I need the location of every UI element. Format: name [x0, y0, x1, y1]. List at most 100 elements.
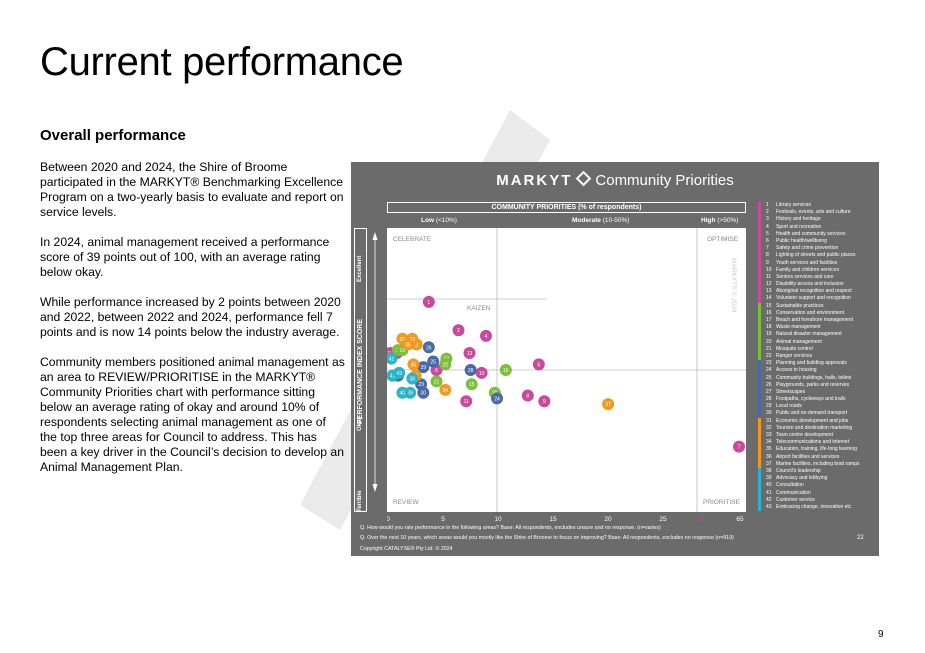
legend-swatch	[758, 453, 761, 461]
data-point-label: 25	[430, 359, 436, 365]
legend-number: 5	[766, 230, 769, 237]
legend-number: 6	[766, 237, 769, 244]
data-point: 30	[417, 386, 430, 399]
legend-label: Footpaths, cycleways and trails	[776, 396, 846, 403]
data-point-marker	[393, 366, 406, 379]
data-point-label: 32	[410, 337, 416, 343]
legend-number: 27	[766, 388, 772, 395]
data-point-label: 1	[427, 300, 430, 306]
data-point: 28	[464, 364, 477, 376]
legend-label: Youth services and facilities	[776, 259, 838, 266]
legend-label: Communication	[776, 489, 811, 496]
legend-item: 11 Seniors services and care	[758, 273, 876, 282]
legend-number: 4	[766, 223, 769, 230]
legend-swatch	[758, 417, 761, 425]
legend-swatch	[758, 403, 761, 411]
quadrant-celebrate: CELEBRATE	[393, 236, 432, 243]
data-point-label: 33	[400, 337, 406, 343]
data-point: 4	[480, 329, 492, 342]
data-point: 37	[602, 398, 615, 411]
data-point-marker	[439, 383, 452, 396]
data-point: 21	[430, 375, 443, 388]
legend-label: Conservation and environment	[776, 309, 845, 316]
legend-label: Airport facilities and services	[776, 453, 840, 460]
legend-label: Sustainable practices	[776, 302, 824, 309]
legend-label: History and heritage	[776, 216, 821, 223]
paragraph: While performance increased by 2 points …	[40, 295, 341, 339]
legend-item: 39 Advocacy and lobbying	[758, 475, 876, 483]
legend-number: 34	[766, 439, 772, 446]
data-point-marker	[396, 386, 409, 399]
data-point-label: 40	[400, 391, 406, 397]
data-point: 16	[499, 364, 512, 376]
legend-swatch	[758, 266, 761, 274]
legend-label: Mosquito control	[776, 345, 813, 352]
legend-number: 39	[766, 475, 772, 482]
paragraph: Community members positioned animal mana…	[40, 355, 345, 474]
legend-swatch	[758, 281, 761, 289]
legend-label: Volunteer support and recognition	[776, 295, 851, 302]
legend-item: 26 Playgrounds, parks and reserves	[758, 381, 876, 389]
legend-swatch	[758, 338, 761, 346]
legend-swatch	[758, 317, 761, 325]
data-point-label: 19	[400, 348, 406, 354]
data-point-label: 7	[738, 445, 741, 451]
legend-swatch	[758, 446, 761, 454]
data-point-marker	[406, 372, 419, 385]
y-axis-box	[354, 228, 367, 512]
legend-number: 1	[766, 202, 769, 208]
legend-item: 24 Access to housing	[758, 367, 876, 375]
legend-number: 22	[766, 352, 772, 359]
chart-title: Community Priorities	[595, 172, 734, 189]
legend-number: 42	[766, 496, 772, 503]
legend-label: Playgrounds, parks and reserves	[776, 381, 850, 388]
data-point-label: 42	[389, 357, 395, 363]
legend-number: 29	[766, 403, 772, 410]
data-point-marker	[475, 366, 488, 379]
legend-swatch	[758, 324, 761, 332]
data-point-label: 15	[469, 382, 475, 388]
data-point-label: 43	[396, 371, 402, 377]
legend-swatch	[758, 273, 761, 282]
legend-number: 3	[766, 216, 769, 223]
legend-label: Disability access and inclusion	[776, 281, 844, 288]
data-point-marker	[602, 398, 615, 411]
legend-swatch	[758, 367, 761, 375]
quadrant-review: REVIEW	[393, 499, 420, 506]
legend-label: Customer service	[776, 496, 815, 503]
paragraph: Between 2020 and 2024, the Shire of Broo…	[40, 160, 344, 219]
chart-copyright: Copyright CATALYSE® Pty Ltd. © 2024	[360, 546, 453, 552]
legend-number: 31	[766, 417, 772, 424]
x-tick-label: 0	[387, 516, 390, 523]
legend-label: Town centre development	[776, 432, 833, 438]
legend-number: 38	[766, 467, 772, 474]
legend-swatch	[758, 302, 761, 310]
legend-number: 25	[766, 374, 772, 381]
legend-number: 32	[766, 424, 772, 431]
data-point-marker	[463, 346, 476, 359]
chart-page-number: 22	[857, 535, 864, 541]
data-point-label: 38	[410, 377, 416, 383]
legend-swatch	[758, 432, 761, 440]
legend-item: 38 Council’s leadership	[758, 467, 876, 476]
legend-swatch	[758, 503, 761, 512]
legend-number: 10	[766, 266, 772, 273]
data-point-label: 22	[443, 362, 449, 368]
legend-swatch	[758, 439, 761, 447]
data-point: 42	[385, 352, 398, 365]
data-point: 24	[491, 392, 503, 405]
scale-terrible: Terrible	[357, 490, 363, 512]
legend-swatch	[758, 475, 761, 483]
data-point: 9	[538, 395, 551, 408]
x-tick-label: 25	[659, 516, 667, 523]
legend-item: 23 Planning and building approvals	[758, 360, 876, 368]
legend-label: Lighting of streets and public places	[776, 252, 856, 259]
data-point-marker	[427, 355, 440, 368]
plot-area: CELEBRATE KAIZEN OPTIMISE REVIEW PRIORIT…	[384, 228, 746, 512]
data-point-label: 9	[543, 399, 546, 405]
legend-label: Education, training, life-long learning	[776, 446, 857, 453]
legend-item: 43 Embracing change, innovation etc	[758, 503, 876, 512]
data-point-label: 28	[468, 368, 474, 374]
data-point: 26	[422, 341, 435, 354]
chart-legend: 1 Library services 2 Festivals, events, art…	[758, 202, 876, 512]
